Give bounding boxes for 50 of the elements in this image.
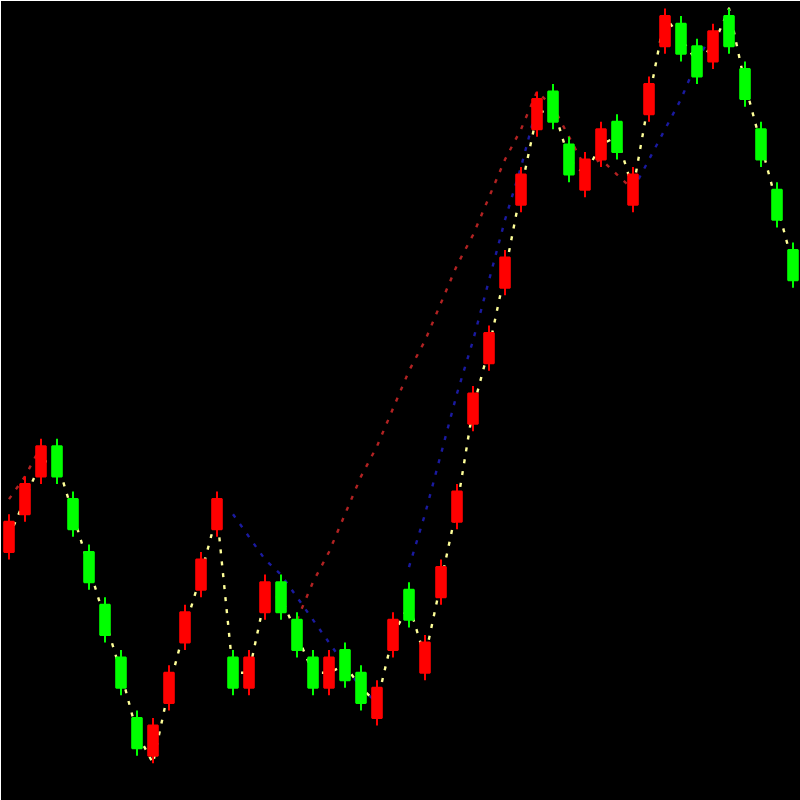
candlestick <box>371 679 383 727</box>
candlestick <box>115 649 127 697</box>
candlestick <box>643 75 655 123</box>
candlestick <box>403 581 415 629</box>
candlestick <box>163 664 175 712</box>
candlestick <box>323 649 335 697</box>
candlestick <box>531 90 543 138</box>
candlestick <box>3 513 15 561</box>
candlestick <box>515 166 527 214</box>
candlestick <box>467 384 479 433</box>
candlestick <box>211 490 223 538</box>
candlestick <box>307 649 319 697</box>
candlestick <box>771 181 783 229</box>
candlestick <box>99 596 111 644</box>
candlestick <box>675 15 687 63</box>
candlestick <box>195 550 207 599</box>
candlestick <box>259 573 271 621</box>
candlestick <box>627 166 639 214</box>
candlestick <box>787 241 799 289</box>
candlestick <box>451 483 463 531</box>
candlestick <box>339 641 351 689</box>
candlestick <box>691 37 703 86</box>
candlestick <box>499 249 511 297</box>
candlestick <box>67 490 79 538</box>
candlestick <box>595 120 607 169</box>
candlestick <box>755 120 767 169</box>
candlestick <box>739 60 751 108</box>
candlestick <box>227 649 239 697</box>
candlestick <box>579 150 591 199</box>
candlestick <box>355 664 367 712</box>
candlestick <box>659 7 671 55</box>
candlestick <box>611 113 623 161</box>
candlestick <box>419 633 431 682</box>
candlestick <box>723 7 735 55</box>
candlestick <box>243 649 255 697</box>
candlestick <box>275 573 287 621</box>
candlestick <box>563 135 575 184</box>
candlestick <box>51 437 63 486</box>
candlestick <box>19 475 31 523</box>
candlestick <box>387 611 399 659</box>
candlestick <box>131 709 143 757</box>
candlestick <box>483 324 495 372</box>
candlestick <box>435 558 447 606</box>
candlestick <box>147 716 159 765</box>
candlestick <box>547 83 559 131</box>
candlestick <box>179 603 191 652</box>
candlestick <box>291 611 303 659</box>
candlestick <box>707 22 719 70</box>
candlestick <box>83 543 95 591</box>
candlestick <box>35 437 47 486</box>
